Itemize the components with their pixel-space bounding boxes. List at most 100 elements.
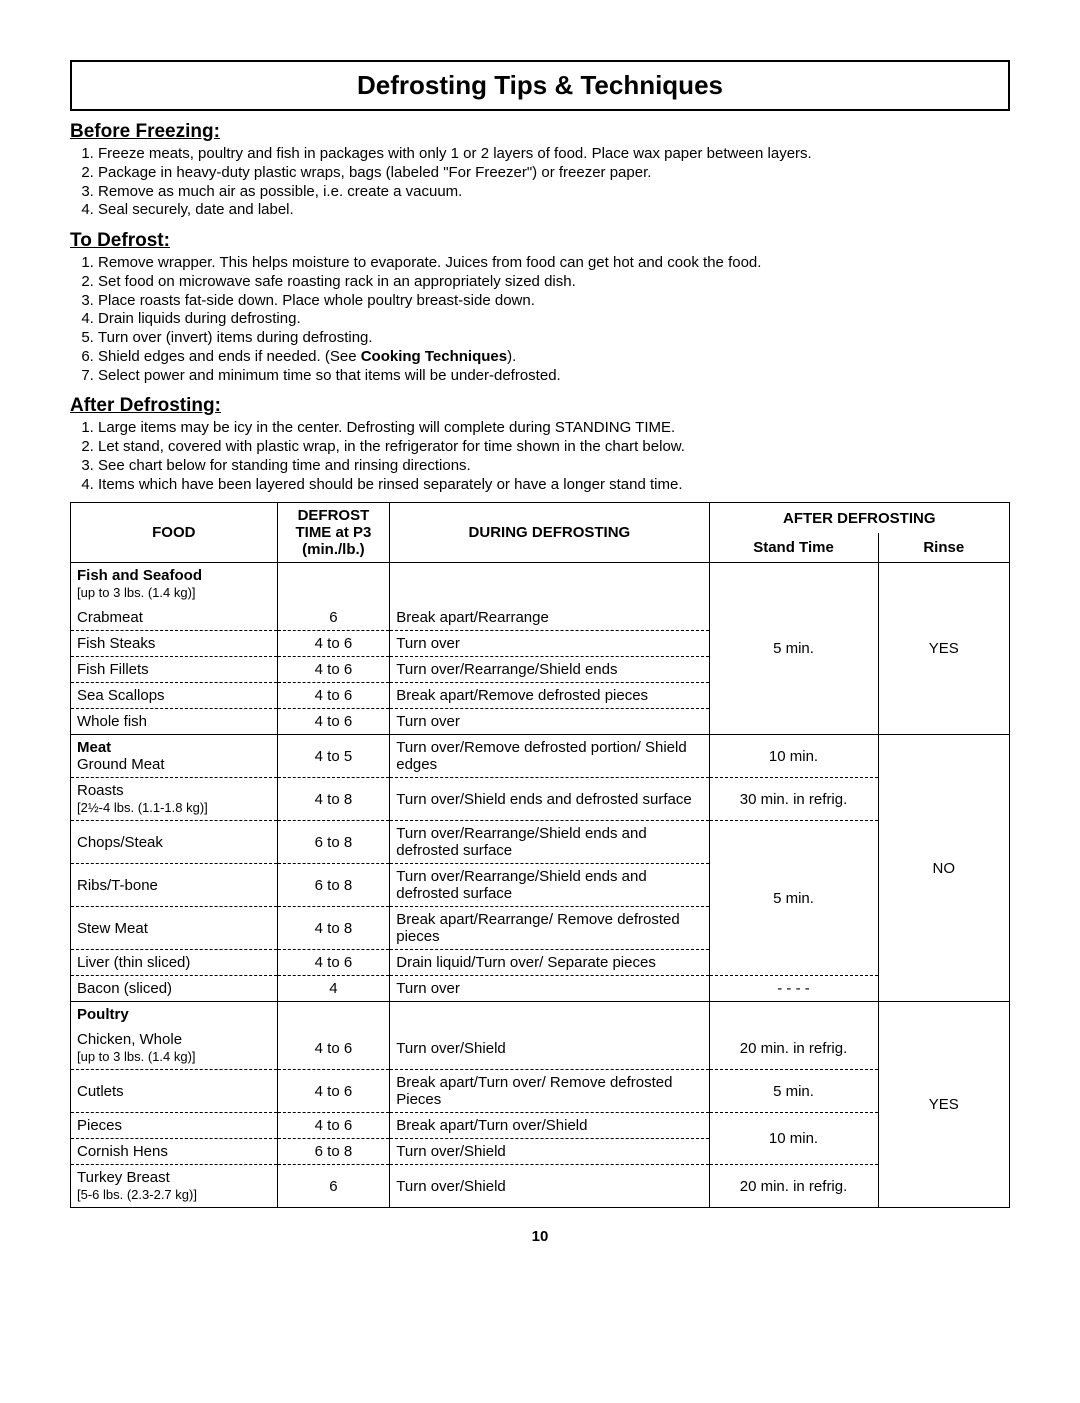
food-cell: Chicken, Whole [up to 3 lbs. (1.4 kg)] [71, 1027, 278, 1070]
time-cell: 4 to 6 [277, 631, 390, 657]
page-number: 10 [70, 1228, 1010, 1245]
time-cell: 4 to 5 [277, 735, 390, 778]
during-cell: Turn over/Shield [390, 1027, 709, 1070]
food-cell: Liver (thin sliced) [71, 950, 278, 976]
during-cell: Break apart/Rearrange/ Remove defrosted … [390, 907, 709, 950]
food-cell: Stew Meat [71, 907, 278, 950]
list-item: Seal securely, date and label. [98, 201, 1010, 220]
title-box: Defrosting Tips & Techniques [70, 60, 1010, 109]
th-food: FOOD [71, 503, 278, 563]
time-cell: 6 to 8 [277, 821, 390, 864]
food-cell: Chops/Steak [71, 821, 278, 864]
food-cell: Sea Scallops [71, 683, 278, 709]
during-cell: Turn over/Shield ends and defrosted surf… [390, 778, 709, 821]
list-item: See chart below for standing time and ri… [98, 457, 1010, 476]
th-rinse: Rinse [878, 533, 1009, 563]
after-list: Large items may be icy in the center. De… [70, 419, 1010, 494]
list-item: Turn over (invert) items during defrosti… [98, 329, 1010, 348]
during-cell: Turn over [390, 631, 709, 657]
during-cell: Drain liquid/Turn over/ Separate pieces [390, 950, 709, 976]
group-poultry: Poultry [71, 1002, 278, 1028]
time-cell: 6 [277, 605, 390, 631]
food-cell: Whole fish [71, 709, 278, 735]
food-cell: Roasts [2½-4 lbs. (1.1-1.8 kg)] [71, 778, 278, 821]
food-note: [5-6 lbs. (2.3-2.7 kg)] [77, 1187, 197, 1202]
food-note: [2½-4 lbs. (1.1-1.8 kg)] [77, 800, 208, 815]
time-cell: 4 to 8 [277, 778, 390, 821]
th-during: DURING DEFROSTING [390, 503, 709, 563]
during-cell: Break apart/Turn over/Shield [390, 1113, 709, 1139]
stand-fish: 5 min. [709, 563, 878, 735]
before-heading: Before Freezing: [70, 121, 1010, 143]
during-cell: Turn over [390, 709, 709, 735]
food-cell: Cutlets [71, 1070, 278, 1113]
food-cell: Ribs/T-bone [71, 864, 278, 907]
group-note: [up to 3 lbs. (1.4 kg)] [77, 585, 196, 600]
th-stand: Stand Time [709, 533, 878, 563]
before-list: Freeze meats, poultry and fish in packag… [70, 145, 1010, 220]
stand-cell: 20 min. in refrig. [709, 1027, 878, 1070]
time-cell: 6 to 8 [277, 864, 390, 907]
stand-mid: 5 min. [709, 821, 878, 976]
todefrost-heading: To Defrost: [70, 230, 1010, 252]
food-cell: Cornish Hens [71, 1139, 278, 1165]
food-cell: Fish Fillets [71, 657, 278, 683]
stand-cell: 5 min. [709, 1070, 878, 1113]
defrost-table: FOOD DEFROST TIME at P3 (min./lb.) DURIN… [70, 502, 1010, 1208]
food-cell: Meat Ground Meat [71, 735, 278, 778]
list-item: Shield edges and ends if needed. (See Co… [98, 348, 1010, 367]
list-item: Place roasts fat-side down. Place whole … [98, 292, 1010, 311]
time-cell: 4 to 6 [277, 683, 390, 709]
time-cell: 6 [277, 1165, 390, 1208]
stand-cell: 10 min. [709, 735, 878, 778]
list-item: Drain liquids during defrosting. [98, 310, 1010, 329]
list-item: Package in heavy-duty plastic wraps, bag… [98, 164, 1010, 183]
food-cell: Fish Steaks [71, 631, 278, 657]
list-item: Remove wrapper. This helps moisture to e… [98, 254, 1010, 273]
food-label: Ground Meat [77, 756, 165, 773]
food-cell: Bacon (sliced) [71, 976, 278, 1002]
todefrost-list: Remove wrapper. This helps moisture to e… [70, 254, 1010, 385]
list-item: Large items may be icy in the center. De… [98, 419, 1010, 438]
list-item: Freeze meats, poultry and fish in packag… [98, 145, 1010, 164]
stand-cell: - - - - [709, 976, 878, 1002]
during-cell: Turn over [390, 976, 709, 1002]
th-after: AFTER DEFROSTING [709, 503, 1010, 533]
time-cell: 4 to 6 [277, 657, 390, 683]
food-cell: Turkey Breast [5-6 lbs. (2.3-2.7 kg)] [71, 1165, 278, 1208]
time-cell: 4 [277, 976, 390, 1002]
group-label: Fish and Seafood [77, 567, 202, 584]
food-note: [up to 3 lbs. (1.4 kg)] [77, 1049, 196, 1064]
during-cell: Turn over/Shield [390, 1165, 709, 1208]
stand-cell: 30 min. in refrig. [709, 778, 878, 821]
after-heading: After Defrosting: [70, 395, 1010, 417]
page-title: Defrosting Tips & Techniques [84, 70, 996, 101]
group-meat: Meat [77, 739, 111, 756]
list-item: Let stand, covered with plastic wrap, in… [98, 438, 1010, 457]
list-item: Select power and minimum time so that it… [98, 367, 1010, 386]
during-cell: Turn over/Rearrange/Shield ends [390, 657, 709, 683]
during-cell: Turn over/Rearrange/Shield ends and defr… [390, 864, 709, 907]
during-cell: Break apart/Rearrange [390, 605, 709, 631]
list-item: Items which have been layered should be … [98, 476, 1010, 495]
food-cell: Pieces [71, 1113, 278, 1139]
food-cell: Crabmeat [71, 605, 278, 631]
th-time: DEFROST TIME at P3 (min./lb.) [277, 503, 390, 563]
food-label: Chicken, Whole [77, 1031, 182, 1048]
food-label: Turkey Breast [77, 1169, 170, 1186]
during-cell: Turn over/Shield [390, 1139, 709, 1165]
title-rule [70, 109, 1010, 111]
time-cell: 6 to 8 [277, 1139, 390, 1165]
group-fish: Fish and Seafood [up to 3 lbs. (1.4 kg)] [71, 563, 278, 606]
time-cell: 4 to 8 [277, 907, 390, 950]
during-cell: Break apart/Remove defrosted pieces [390, 683, 709, 709]
food-label: Roasts [77, 782, 124, 799]
stand-cell: 20 min. in refrig. [709, 1165, 878, 1208]
list-item: Set food on microwave safe roasting rack… [98, 273, 1010, 292]
stand-pieces: 10 min. [709, 1113, 878, 1165]
list-item: Remove as much air as possible, i.e. cre… [98, 183, 1010, 202]
bold-text: Cooking Techniques [361, 348, 507, 365]
during-cell: Turn over/Rearrange/Shield ends and defr… [390, 821, 709, 864]
rinse-poultry: YES [878, 1002, 1009, 1208]
during-cell: Break apart/Turn over/ Remove defrosted … [390, 1070, 709, 1113]
